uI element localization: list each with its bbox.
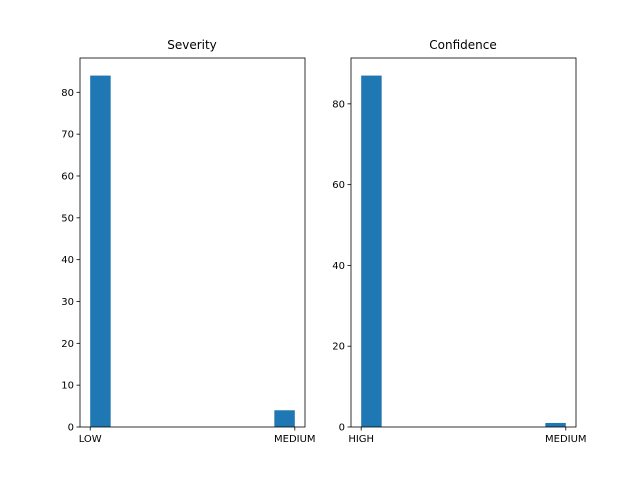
severity-x-axis: LOW MEDIUM (79, 427, 316, 445)
confidence-x-axis: HIGH MEDIUM (348, 427, 587, 445)
confidence-xtick-label: HIGH (348, 434, 374, 445)
severity-ytick-label: 20 (61, 339, 74, 350)
confidence-chart: Confidence 0 20 40 60 80 HIGH MEDIUM (332, 38, 586, 445)
severity-ytick-label: 0 (68, 423, 74, 434)
severity-y-axis: 0 10 20 30 40 50 60 70 80 (61, 88, 80, 434)
confidence-bars (361, 75, 566, 428)
confidence-ytick-label: 60 (332, 180, 345, 191)
severity-ytick-label: 80 (61, 88, 74, 99)
severity-ytick-label: 30 (61, 297, 74, 308)
confidence-bar-medium (545, 422, 566, 427)
severity-chart: Severity 0 10 20 30 40 50 60 70 80 LOW MEDIUM (61, 38, 315, 445)
severity-ytick-label: 70 (61, 130, 74, 141)
confidence-ytick-label: 0 (339, 423, 345, 434)
confidence-ytick-label: 40 (332, 261, 345, 272)
confidence-bar-high (361, 75, 382, 428)
severity-plot-frame (79, 57, 306, 428)
confidence-title: Confidence (429, 38, 496, 52)
severity-bar-medium (274, 410, 295, 427)
confidence-plot-frame (350, 57, 577, 428)
severity-ytick-label: 10 (61, 381, 74, 392)
severity-ytick-label: 40 (61, 255, 74, 266)
severity-bar-low (90, 75, 111, 428)
confidence-ytick-label: 80 (332, 99, 345, 110)
severity-title: Severity (167, 38, 217, 52)
confidence-xtick-label: MEDIUM (545, 434, 587, 445)
confidence-y-axis: 0 20 40 60 80 (332, 99, 351, 434)
severity-ytick-label: 50 (61, 213, 74, 224)
severity-xtick-label: LOW (79, 434, 102, 445)
severity-ytick-label: 60 (61, 171, 74, 182)
severity-xtick-label: MEDIUM (274, 434, 316, 445)
severity-bars (90, 75, 295, 428)
confidence-ytick-label: 20 (332, 342, 345, 353)
